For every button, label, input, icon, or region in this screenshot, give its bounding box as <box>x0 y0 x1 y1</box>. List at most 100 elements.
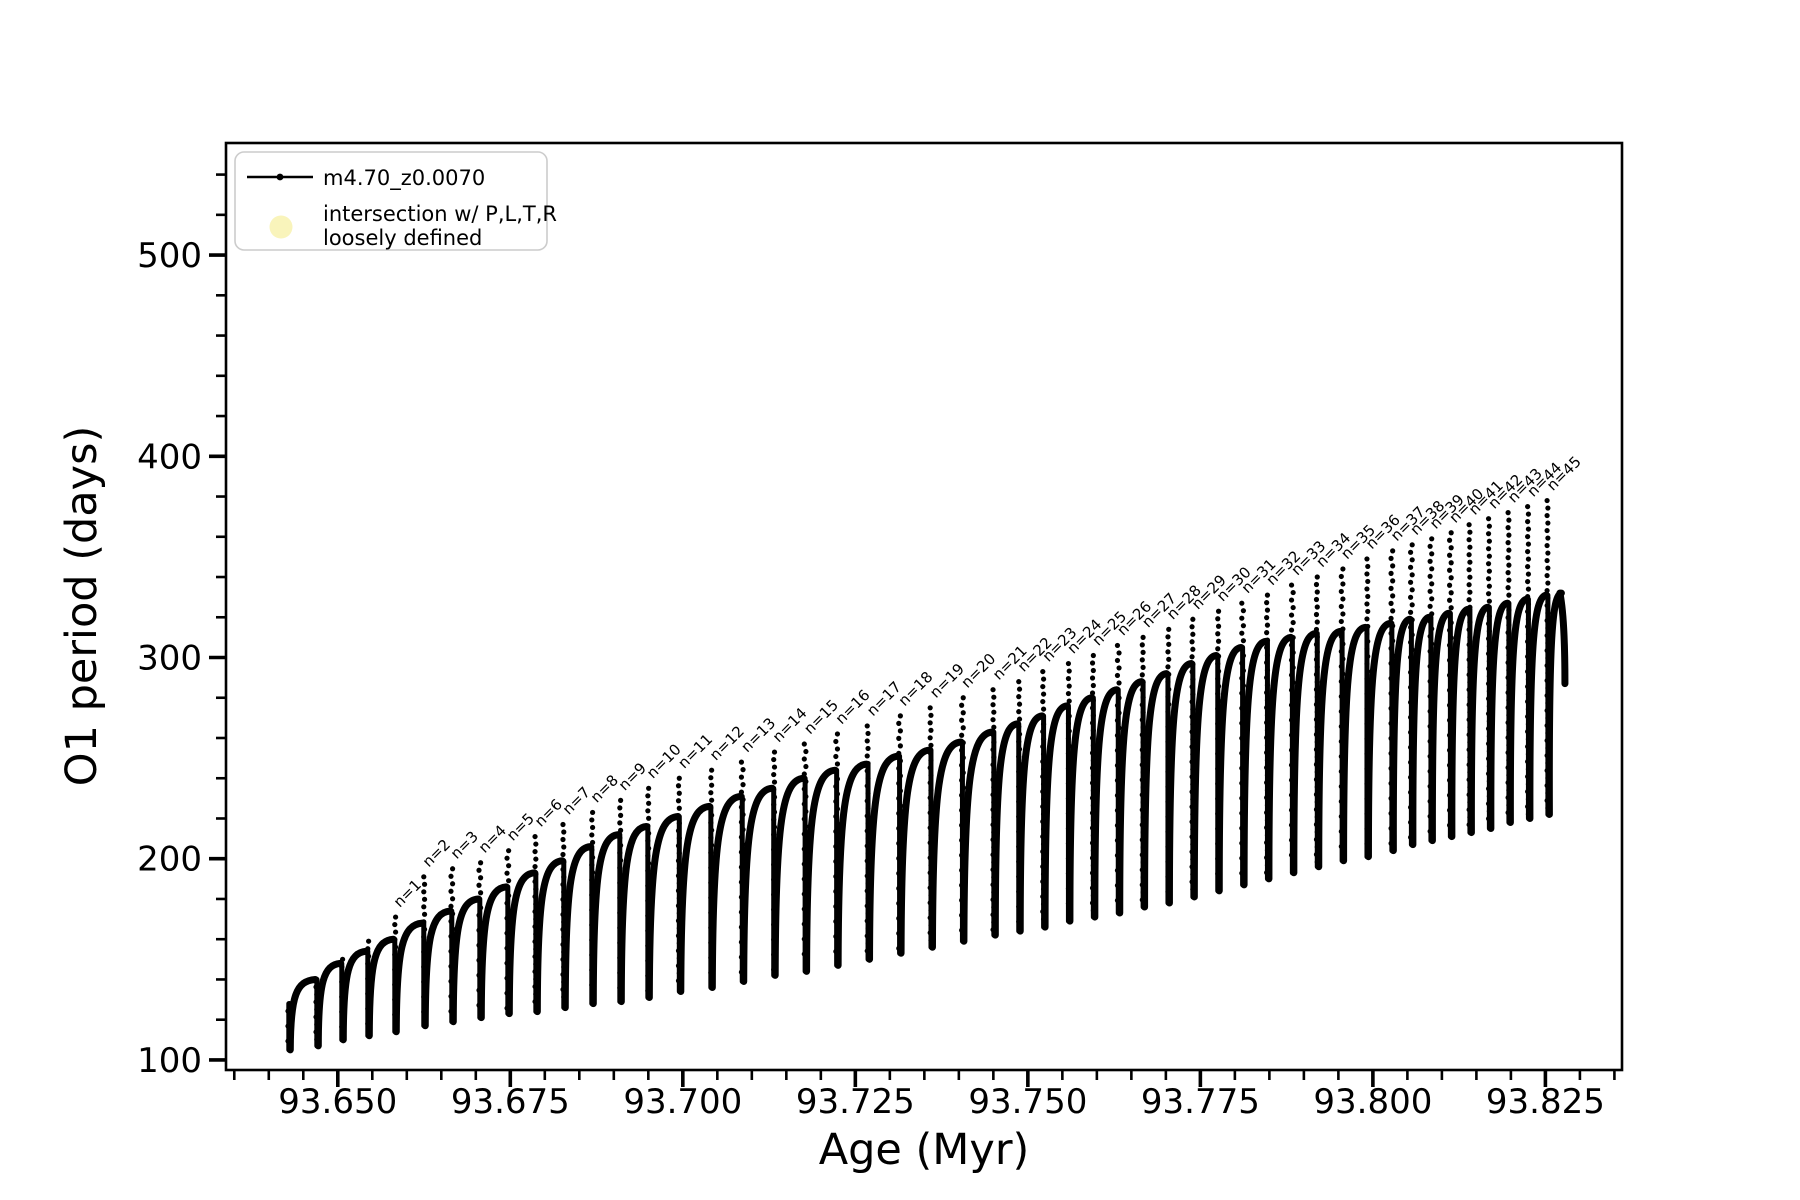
spike-dot <box>1016 724 1022 730</box>
spike-dot <box>675 798 682 804</box>
spike-dot <box>617 865 623 871</box>
spike-dot <box>1165 634 1171 640</box>
spike-dot <box>1040 751 1047 757</box>
spike-dot <box>1166 701 1172 707</box>
spike-dot <box>1407 579 1414 585</box>
spike-dot <box>1446 537 1453 543</box>
x-tick-label: 93.750 <box>968 1082 1087 1122</box>
spike-dot <box>1116 710 1122 716</box>
spike-dot <box>676 835 682 841</box>
x-tick-label: 93.825 <box>1486 1082 1605 1122</box>
spike-dot <box>896 765 902 771</box>
spike-dot <box>864 768 870 774</box>
spike-dot <box>1139 702 1145 708</box>
spike-dot <box>1066 668 1072 674</box>
spike-dot <box>1288 702 1295 708</box>
spike-dot <box>1545 610 1551 616</box>
spike-dot <box>1264 630 1270 636</box>
spike-dot <box>1485 606 1492 612</box>
spike-dot <box>1016 694 1022 700</box>
spike-dot <box>1365 668 1371 675</box>
spike-dot <box>504 915 510 921</box>
spike-dot <box>449 866 456 872</box>
spike-dot <box>864 798 870 804</box>
spike-dot <box>1338 648 1344 655</box>
y-tick-label: 300 <box>137 639 202 679</box>
spike-dot <box>1525 511 1532 517</box>
spike-dot <box>1485 531 1492 537</box>
spike-dot <box>1116 680 1122 686</box>
spike-dot <box>365 946 371 952</box>
spike-dot <box>1290 619 1296 626</box>
spike-dot <box>1486 568 1492 574</box>
spike-dot <box>928 772 934 778</box>
spike-dot <box>1505 585 1511 591</box>
spike-dot <box>897 773 903 779</box>
spike-dot <box>708 805 714 811</box>
spike-dot <box>1089 750 1096 756</box>
spike-dot <box>1429 596 1435 602</box>
spike-dot <box>1448 635 1454 641</box>
spike-dot <box>1040 698 1046 705</box>
spike-dot <box>676 865 682 871</box>
spike-dot <box>1407 624 1414 630</box>
spike-dot <box>560 836 566 843</box>
spike-dot <box>1365 623 1371 630</box>
spike-dot <box>1240 608 1247 614</box>
spike-dot <box>421 896 428 902</box>
spike-dot <box>392 921 398 928</box>
spike-dot <box>1365 563 1371 570</box>
spike-dot <box>1544 557 1550 564</box>
spike-dot <box>738 864 745 870</box>
spike-dot <box>960 785 966 791</box>
spike-dot <box>1190 661 1196 667</box>
spike-dot <box>1314 619 1320 625</box>
spike-dot <box>646 785 652 791</box>
spike-dot <box>738 759 745 765</box>
spike-dot <box>1466 582 1472 588</box>
spike-dot <box>1089 675 1096 681</box>
cycle-arc <box>477 883 510 1022</box>
spike-dot <box>1407 669 1414 675</box>
spike-dot <box>927 780 933 786</box>
spike-dot <box>1165 694 1171 700</box>
spike-dot <box>708 835 714 841</box>
spike-dot <box>991 709 997 715</box>
spike-dot <box>771 779 778 785</box>
spike-dot <box>646 845 652 851</box>
spike-dot <box>990 732 996 738</box>
spike-dot <box>1240 638 1247 644</box>
spike-dot <box>449 926 456 932</box>
spike-dot <box>1340 611 1346 617</box>
spike-dot <box>1506 547 1512 553</box>
spike-dot <box>506 908 512 914</box>
spike-dot <box>1506 592 1512 598</box>
spike-dot <box>1239 630 1245 636</box>
spike-dot <box>1485 651 1492 657</box>
spike-dot <box>1446 642 1453 648</box>
spike-dot <box>1390 578 1396 584</box>
spike-dot <box>1040 713 1046 720</box>
spike-dot <box>1544 572 1550 579</box>
spike-dot <box>476 867 482 873</box>
spike-dot <box>896 750 902 756</box>
spike-dot <box>1040 743 1046 750</box>
spike-dot <box>990 702 996 708</box>
spike-dot <box>448 903 454 909</box>
spike-dot <box>1427 588 1433 594</box>
spike-dot <box>1505 525 1511 531</box>
spike-dot <box>1264 652 1271 658</box>
spike-dot <box>1016 709 1022 715</box>
cycle-label: n=2 <box>419 836 454 871</box>
spike-dot <box>1215 608 1222 614</box>
spike-dot <box>990 687 996 693</box>
spike-dot <box>1290 679 1296 686</box>
spike-dot <box>421 926 428 932</box>
spike-dot <box>771 831 777 838</box>
spike-dot <box>589 817 595 823</box>
spike-dot <box>1407 549 1414 555</box>
spike-dot <box>709 842 715 848</box>
spike-dot <box>1485 591 1492 597</box>
spike-dot <box>1264 592 1271 598</box>
spike-dot <box>476 927 482 933</box>
